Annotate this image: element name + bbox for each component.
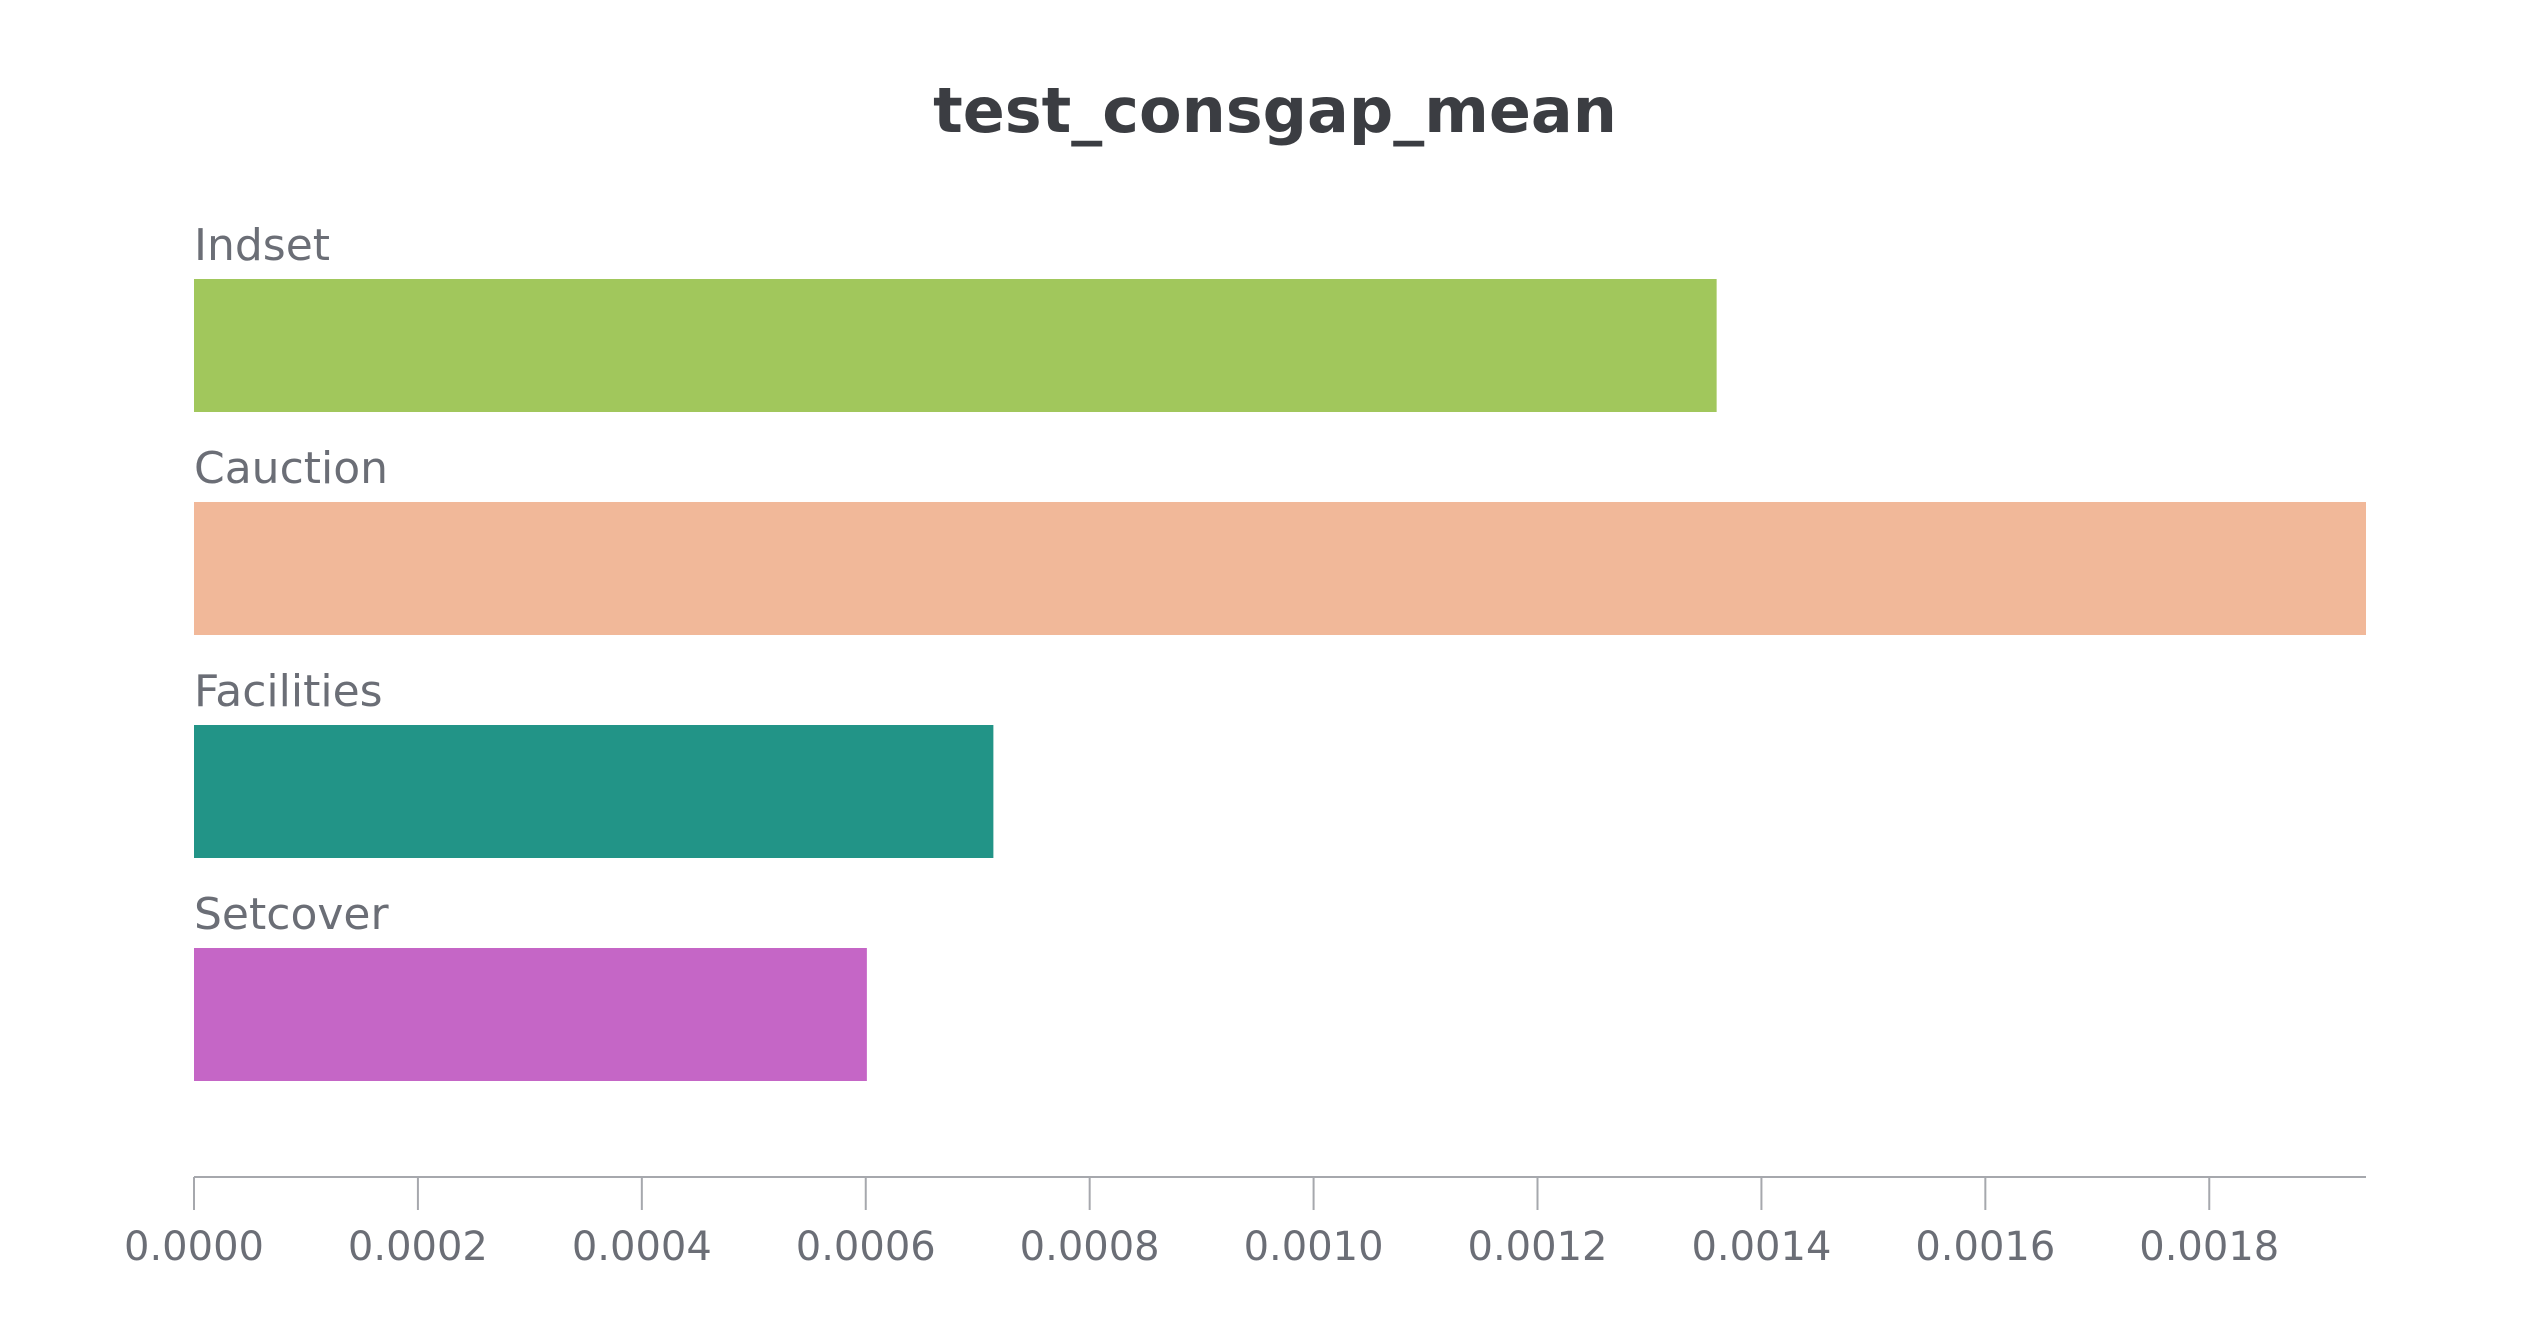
x-tick-label: 0.0014 <box>1691 1224 1831 1270</box>
x-tick-label: 0.0018 <box>2139 1224 2279 1270</box>
x-tick-label: 0.0006 <box>796 1224 936 1270</box>
bar-cauction[interactable] <box>194 502 2366 635</box>
bar-label-cauction: Cauction <box>194 443 388 494</box>
chart-title: test_consgap_mean <box>933 74 1617 147</box>
x-tick-label: 0.0002 <box>348 1224 488 1270</box>
x-tick-label: 0.0000 <box>124 1224 264 1270</box>
bar-label-facilities: Facilities <box>194 666 383 717</box>
bar-label-setcover: Setcover <box>194 889 389 940</box>
x-axis: 0.0000 0.0002 0.0004 0.0006 0.0008 0.0010 0.00… <box>124 1176 2366 1270</box>
bar-indset[interactable] <box>194 279 1717 412</box>
bar-setcover[interactable] <box>194 948 867 1081</box>
x-tick-label: 0.0016 <box>1915 1224 2055 1270</box>
bars-group: Indset Cauction Facilities Setcover <box>194 220 2366 1081</box>
x-tick-label: 0.0008 <box>1020 1224 1160 1270</box>
bar-facilities[interactable] <box>194 725 994 858</box>
x-tick-label: 0.0012 <box>1468 1224 1608 1270</box>
bar-label-indset: Indset <box>194 220 330 271</box>
x-tick-label: 0.0010 <box>1244 1224 1384 1270</box>
x-tick-label: 0.0004 <box>572 1224 712 1270</box>
